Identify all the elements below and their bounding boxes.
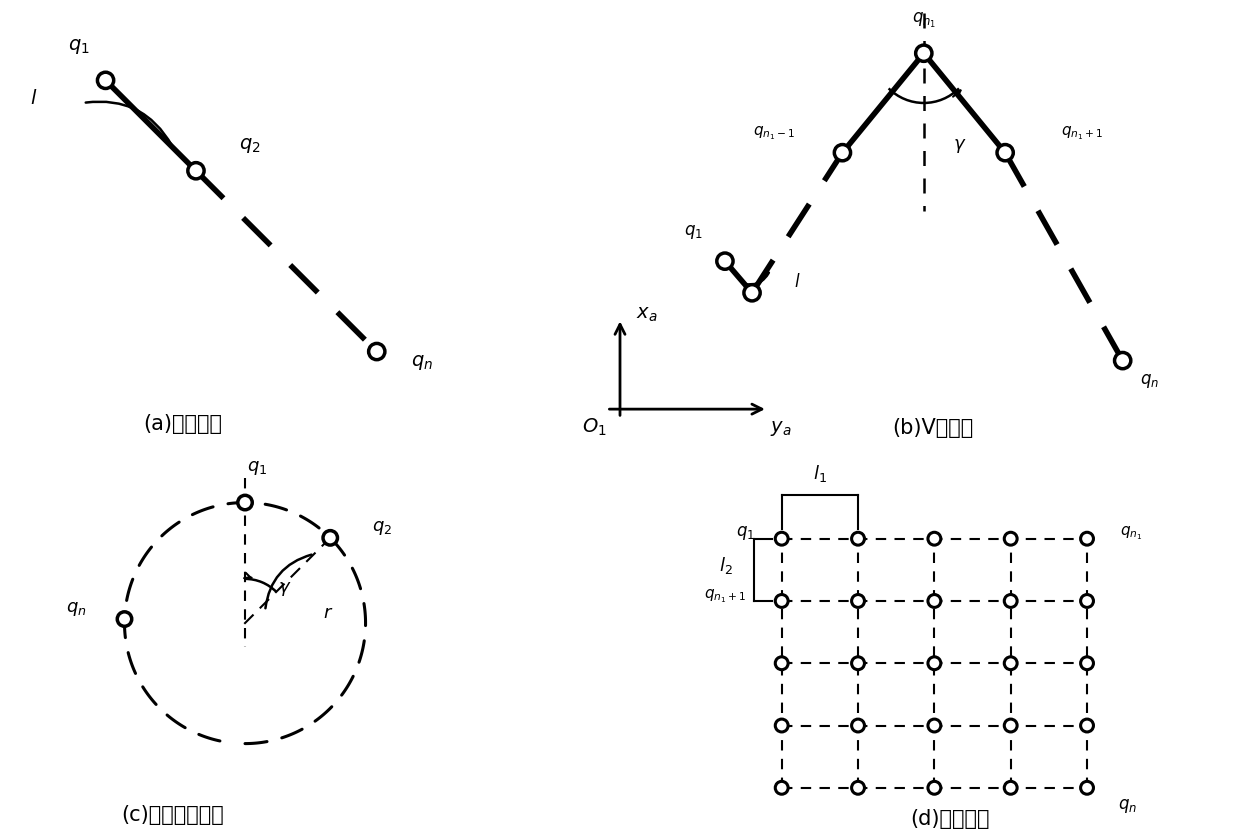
Circle shape (928, 719, 941, 732)
Circle shape (187, 163, 205, 180)
Circle shape (1080, 719, 1094, 732)
Circle shape (1080, 533, 1094, 545)
Circle shape (98, 73, 114, 89)
Text: $q_1$: $q_1$ (247, 459, 268, 477)
Text: $O_1$: $O_1$ (583, 416, 608, 437)
Circle shape (852, 657, 864, 670)
Circle shape (775, 595, 789, 608)
Circle shape (1080, 657, 1094, 670)
Text: $\gamma$: $\gamma$ (279, 579, 291, 597)
Circle shape (744, 285, 760, 302)
Text: $q_{n_1}$: $q_{n_1}$ (1120, 524, 1142, 542)
Circle shape (1004, 657, 1017, 670)
Circle shape (775, 657, 789, 670)
Circle shape (775, 782, 789, 794)
Circle shape (852, 782, 864, 794)
Text: $l_2$: $l_2$ (718, 554, 733, 575)
Text: (b)V字队形: (b)V字队形 (893, 418, 973, 438)
Text: $\gamma$: $\gamma$ (954, 137, 967, 155)
Text: (d)矩形队形: (d)矩形队形 (910, 808, 991, 828)
Circle shape (1004, 719, 1017, 732)
Circle shape (928, 657, 941, 670)
Text: $l_1$: $l_1$ (813, 463, 827, 484)
Text: $q_{n_1+1}$: $q_{n_1+1}$ (1061, 125, 1104, 142)
Circle shape (915, 46, 932, 63)
Circle shape (775, 533, 789, 545)
Circle shape (118, 612, 131, 626)
Circle shape (322, 531, 337, 545)
Text: $q_n$: $q_n$ (1117, 796, 1137, 814)
Text: $q_n$: $q_n$ (410, 353, 433, 372)
Circle shape (852, 719, 864, 732)
Text: $l$: $l$ (794, 273, 801, 291)
Text: $r$: $r$ (322, 603, 334, 621)
Text: $q_{n_1-1}$: $q_{n_1-1}$ (754, 125, 796, 142)
Text: $q_{n_1+1}$: $q_{n_1+1}$ (704, 586, 746, 604)
Text: $q_n$: $q_n$ (1141, 372, 1159, 390)
Text: $l$: $l$ (30, 89, 37, 108)
Circle shape (928, 782, 941, 794)
Circle shape (238, 496, 252, 510)
Circle shape (1004, 782, 1017, 794)
Text: (c)正多边形队形: (c)正多边形队形 (122, 804, 224, 824)
Circle shape (852, 533, 864, 545)
Circle shape (928, 595, 941, 608)
Circle shape (852, 595, 864, 608)
Text: $q_n$: $q_n$ (66, 599, 87, 617)
Circle shape (1004, 595, 1017, 608)
Circle shape (1004, 533, 1017, 545)
Circle shape (368, 344, 384, 360)
Text: $q_1$: $q_1$ (737, 523, 755, 541)
Text: $q_{n_1}$: $q_{n_1}$ (911, 11, 936, 29)
Circle shape (775, 719, 789, 732)
Text: (a)直线队形: (a)直线队形 (143, 414, 222, 433)
Circle shape (1080, 595, 1094, 608)
Text: $q_1$: $q_1$ (67, 37, 89, 56)
Text: $q_2$: $q_2$ (372, 518, 393, 536)
Text: $y_a$: $y_a$ (770, 418, 792, 437)
Text: $q_1$: $q_1$ (683, 222, 703, 241)
Circle shape (997, 145, 1013, 161)
Circle shape (717, 253, 733, 270)
Circle shape (1115, 353, 1131, 370)
Text: $x_a$: $x_a$ (636, 305, 657, 324)
Text: $q_2$: $q_2$ (239, 136, 260, 155)
Circle shape (835, 145, 851, 161)
Circle shape (1080, 782, 1094, 794)
Circle shape (928, 533, 941, 545)
